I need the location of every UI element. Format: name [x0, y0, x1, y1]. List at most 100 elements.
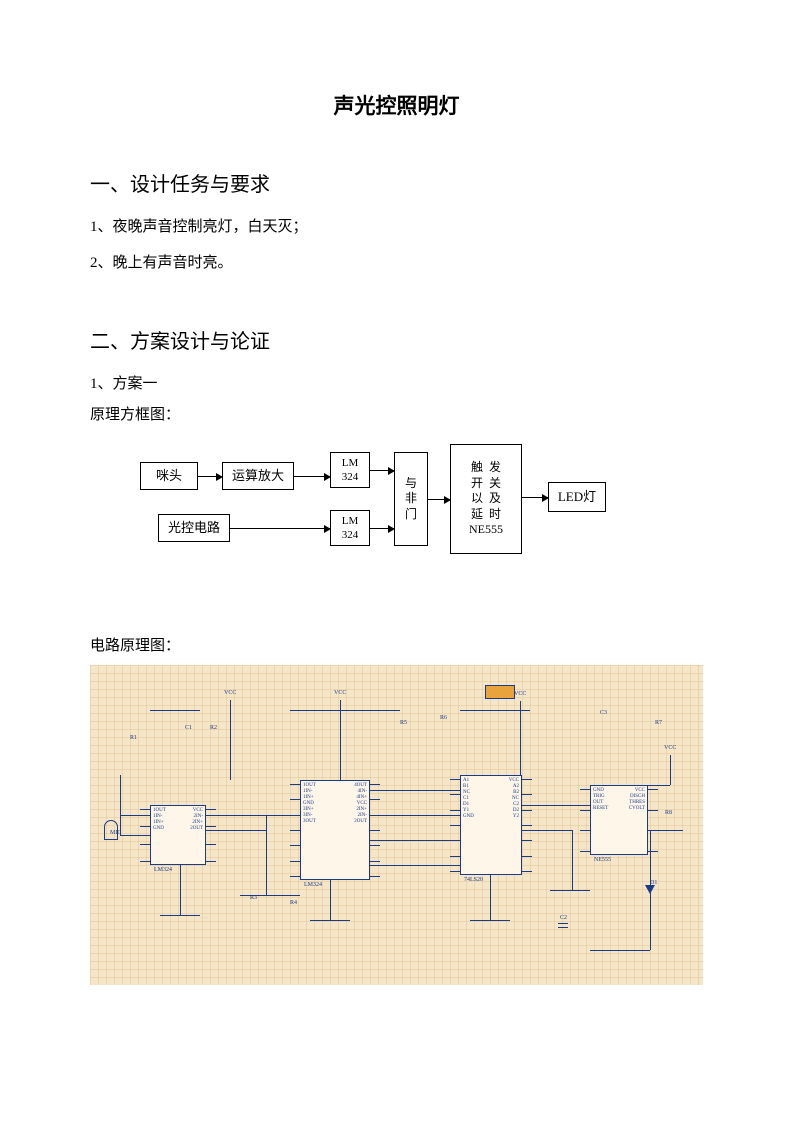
wire — [490, 875, 491, 920]
section2-heading: 二、方案设计与论证 — [90, 325, 703, 354]
wire — [180, 865, 181, 915]
wire — [572, 830, 573, 890]
chip-IC2: 1OUT4OUT1IN-4IN-1IN+4IN+GNDVCC3IN+2IN+3I… — [300, 780, 370, 880]
mic-symbol — [104, 820, 118, 840]
pin-stub — [522, 840, 532, 841]
wire — [470, 920, 510, 921]
pin-stub — [580, 851, 590, 852]
wire — [120, 835, 150, 836]
chip-IC1: 1OUTVCC1IN-2IN-1IN+2IN+GND2OUT — [150, 805, 206, 865]
vcc-label: VCC — [334, 690, 346, 696]
comp-R8: R8 — [665, 810, 672, 816]
pin-stub — [580, 830, 590, 831]
pin-stub — [580, 789, 590, 790]
pin-stub — [450, 779, 460, 780]
block-diagram-label: 原理方框图： — [90, 403, 703, 424]
scheme-1-label: 1、方案一 — [90, 372, 703, 393]
comp-R3: R3 — [250, 895, 257, 901]
wire — [370, 790, 460, 791]
wire — [650, 890, 651, 950]
pin-stub — [206, 844, 216, 845]
bd-node-amp: 运算放大 — [222, 462, 294, 490]
circuit-diagram-label: 电路原理图： — [90, 634, 703, 655]
section1-heading: 一、设计任务与要求 — [90, 168, 703, 197]
wire — [206, 815, 300, 816]
bd-node-nand: 与 非 门 — [394, 452, 428, 546]
comp-R5: R5 — [400, 720, 407, 726]
wire — [330, 880, 331, 920]
wire — [120, 815, 150, 816]
pin-stub — [450, 794, 460, 795]
wire — [370, 815, 460, 816]
pin-stub — [290, 799, 300, 800]
wire — [120, 775, 121, 835]
pin-stub — [370, 784, 380, 785]
pin-stub — [450, 871, 460, 872]
wire — [266, 815, 267, 895]
requirement-1: 1、夜晚声音控制亮灯，白天灭； — [90, 215, 703, 239]
pin-stub — [522, 856, 532, 857]
wire — [160, 915, 200, 916]
pin-stub — [290, 784, 300, 785]
vcc-label: VCC — [514, 691, 526, 697]
pin-stub — [290, 830, 300, 831]
chip-label-IC2: LM324 — [304, 882, 322, 888]
cap-symbol — [558, 923, 568, 928]
bd-node-ne555: 触 发 开 关 以 及 延 时 NE555 — [450, 444, 522, 554]
pin-stub — [370, 861, 380, 862]
pin-stub — [370, 845, 380, 846]
comp-C1: C1 — [185, 725, 192, 731]
bd-node-lm2: LM 324 — [330, 510, 370, 546]
wire — [340, 700, 341, 780]
block-diagram: 咪头运算放大光控电路LM 324LM 324与 非 门触 发 开 关 以 及 延… — [140, 444, 630, 574]
wire — [240, 895, 300, 896]
pin-stub — [450, 825, 460, 826]
wire — [370, 840, 460, 841]
bd-node-mic: 咪头 — [140, 462, 198, 490]
bd-arrow-0 — [198, 476, 222, 477]
vcc-label: VCC — [224, 690, 236, 696]
page-title: 声光控照明灯 — [90, 90, 703, 120]
wire — [522, 830, 572, 831]
bd-arrow-3 — [370, 470, 394, 471]
pin-stub — [370, 830, 380, 831]
comp-C3: C3 — [600, 710, 607, 716]
wire — [648, 830, 683, 831]
wire — [522, 805, 590, 806]
led-symbol — [645, 885, 655, 894]
pin-stub — [290, 861, 300, 862]
pin-stub — [450, 856, 460, 857]
bd-node-light: 光控电路 — [158, 514, 230, 542]
wire — [206, 830, 266, 831]
bd-arrow-2 — [230, 528, 330, 529]
pin-stub — [140, 809, 150, 810]
pin-stub — [206, 826, 216, 827]
pin-stub — [580, 810, 590, 811]
chip-label-IC1: LM324 — [154, 867, 172, 873]
chip-label-IC3: 74LS20 — [464, 877, 483, 883]
wire — [370, 865, 460, 866]
bd-arrow-4 — [370, 528, 394, 529]
comp-R4: R4 — [290, 900, 297, 906]
pin-stub — [450, 810, 460, 811]
chip-label-IC4: NE555 — [594, 857, 611, 863]
pin-stub — [370, 799, 380, 800]
wire — [648, 785, 670, 786]
pin-stub — [370, 876, 380, 877]
pin-stub — [648, 810, 658, 811]
chip-IC3: A1VCCB1A2NCB2C1NCD1C2Y1D2GNDY2 — [460, 775, 522, 875]
pin-stub — [290, 845, 300, 846]
bd-arrow-1 — [294, 476, 330, 477]
wire — [310, 920, 350, 921]
pin-stub — [140, 861, 150, 862]
pin-stub — [522, 871, 532, 872]
bd-arrow-5 — [428, 499, 450, 500]
pin-stub — [140, 826, 150, 827]
vcc-label: VCC — [664, 745, 676, 751]
pin-stub — [206, 861, 216, 862]
comp-R7: R7 — [655, 720, 662, 726]
circuit-diagram: 1OUTVCC1IN-2IN-1IN+2IN+GND2OUT LM324 1OUT4… — [90, 665, 703, 985]
pin-stub — [522, 779, 532, 780]
wire — [670, 755, 671, 785]
wire — [550, 890, 590, 891]
